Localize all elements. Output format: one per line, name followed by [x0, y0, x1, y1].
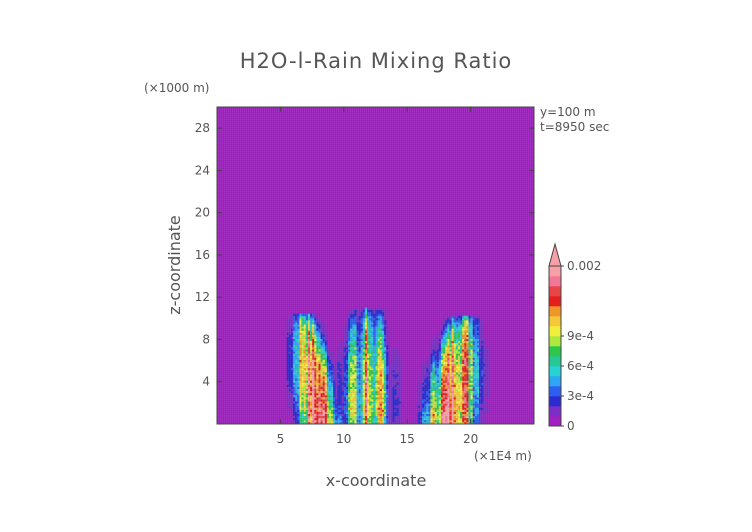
x-tick-label: 20: [463, 432, 478, 446]
x-unit-label: (×1E4 m): [474, 449, 532, 463]
colorbar-tick-label: 6e-4: [567, 359, 594, 373]
annotation-t: t=8950 sec: [540, 120, 609, 134]
y-axis-label: z-coordinate: [165, 215, 184, 315]
plot-frame: [216, 106, 535, 425]
colorbar-segment: [549, 396, 561, 407]
heatmap-area: [217, 107, 534, 424]
y-tick-label: 4: [202, 375, 210, 389]
colorbar-tick-label: 0: [567, 419, 575, 433]
y-tick-label: 28: [195, 121, 210, 135]
colorbar-segment: [549, 316, 561, 327]
y-tick-label: 20: [195, 206, 210, 220]
colorbar-tick-label: 3e-4: [567, 389, 594, 403]
colorbar-segment: [549, 356, 561, 367]
annotation-y: y=100 m: [540, 105, 596, 119]
colorbar-segment: [549, 276, 561, 287]
y-unit-label: (×1000 m): [144, 81, 209, 95]
colorbar-tick-label: 0.002: [567, 259, 601, 273]
y-tick-label: 8: [202, 332, 210, 346]
colorbar-segment: [549, 306, 561, 317]
y-tick-label: 24: [195, 163, 210, 177]
x-axis-ticks: 5 10 15 20: [277, 107, 478, 446]
colorbar-segment: [549, 376, 561, 387]
colorbar-segment: [549, 416, 561, 427]
colorbar-segment: [549, 286, 561, 297]
y-tick-label: 16: [195, 248, 210, 262]
colorbar-segment: [549, 326, 561, 337]
colorbar-segment: [549, 346, 561, 357]
colorbar-tick-label: 9e-4: [567, 329, 594, 343]
colorbar-frame: [548, 265, 562, 427]
chart-title: H2O-l-Rain Mixing Ratio: [240, 49, 513, 73]
field-texture: [217, 107, 534, 424]
x-tick-label: 15: [400, 432, 415, 446]
colorbar: 0 3e-4 6e-4 9e-4 0.002: [548, 242, 601, 433]
colorbar-segment: [549, 406, 561, 417]
colorbar-segment: [549, 366, 561, 377]
colorbar-segment: [549, 266, 561, 277]
x-axis-label: x-coordinate: [326, 471, 427, 490]
colorbar-extend-arrow: [548, 242, 562, 267]
colorbar-segment: [549, 386, 561, 397]
colorbar-segment: [549, 336, 561, 347]
y-axis-ticks: 4 8 12 16 20 24 28: [195, 121, 534, 389]
x-tick-label: 5: [277, 432, 285, 446]
y-tick-label: 12: [195, 290, 210, 304]
x-tick-label: 10: [336, 432, 351, 446]
colorbar-segment: [549, 296, 561, 307]
